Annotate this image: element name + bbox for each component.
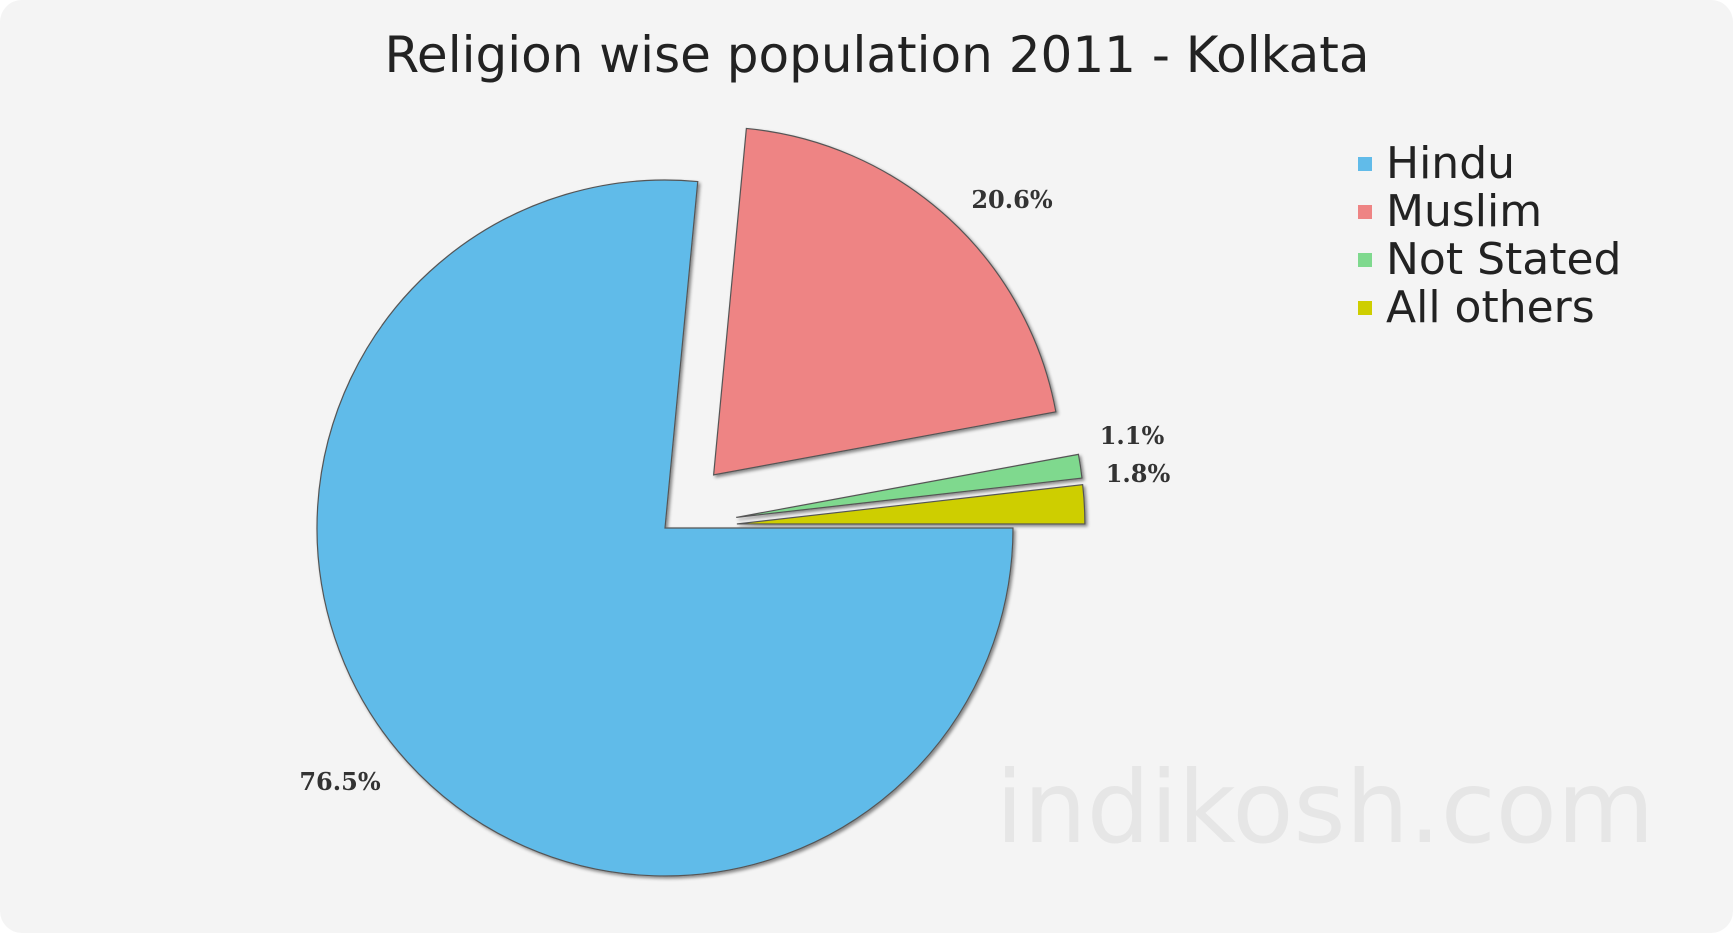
pie-slice-hindu	[316, 179, 1014, 877]
pie-slices	[316, 127, 1086, 877]
pie-slice-not-stated	[736, 453, 1083, 519]
value-label-hindu: 76.5%	[299, 767, 380, 796]
value-label-muslim: 20.6%	[971, 185, 1052, 214]
legend-swatch-all-others	[1358, 301, 1372, 315]
pie-slice-muslim	[712, 127, 1057, 476]
chart-title: Religion wise population 2011 - Kolkata	[384, 26, 1369, 84]
pie-value-labels: 1.8% 1.1% 20.6% 76.5%	[299, 185, 1170, 796]
legend-label-not-stated: Not Stated	[1386, 234, 1621, 285]
value-label-not-stated: 1.1%	[1100, 421, 1165, 450]
pie-slice-all-others	[736, 483, 1086, 525]
legend-label-muslim: Muslim	[1386, 186, 1542, 237]
watermark-text: indikosh.com	[996, 749, 1655, 866]
legend-label-hindu: Hindu	[1386, 138, 1515, 189]
legend-swatch-not-stated	[1358, 253, 1372, 267]
legend-swatch-muslim	[1358, 205, 1372, 219]
legend-label-all-others: All others	[1386, 282, 1595, 333]
value-label-all-others: 1.8%	[1106, 459, 1171, 488]
legend-swatch-hindu	[1358, 157, 1372, 171]
